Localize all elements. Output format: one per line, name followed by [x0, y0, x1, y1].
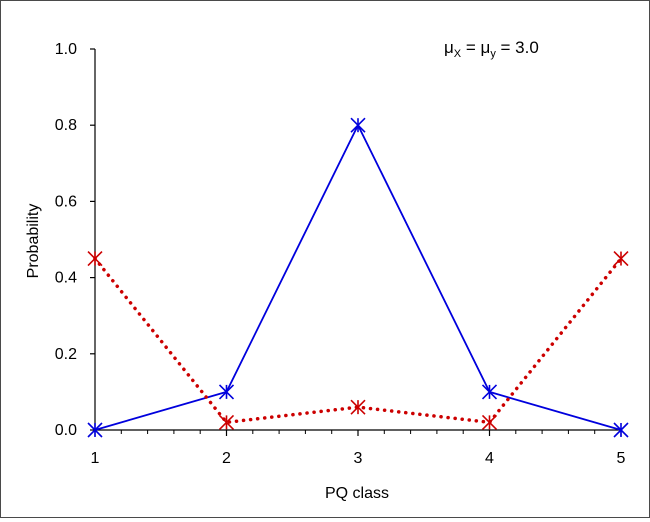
- x-tick-label: 4: [485, 450, 494, 467]
- data-point-series-2: [218, 414, 235, 430]
- data-point-series-2: [350, 399, 366, 415]
- y-tick-label: 0.6: [55, 193, 77, 210]
- mu-symbol: μ: [444, 38, 454, 57]
- y-tick-label: 0.4: [55, 270, 77, 287]
- series-line-1: [94, 124, 622, 431]
- mu-subscript-y: y: [490, 48, 496, 60]
- data-point-series-2: [613, 250, 629, 267]
- series-line-2: [93, 256, 623, 425]
- x-tick-label: 5: [617, 450, 626, 467]
- data-point-series-1: [218, 384, 235, 400]
- x-tick-label: 2: [222, 450, 231, 467]
- series-layer: [87, 117, 629, 438]
- data-point-series-1: [481, 384, 498, 400]
- y-tick-label: 0.0: [55, 422, 77, 439]
- data-point-series-1: [87, 422, 103, 438]
- y-tick-label: 0.8: [55, 117, 77, 134]
- y-tick-label: 1.0: [55, 41, 77, 58]
- x-tick-label: 3: [354, 450, 363, 467]
- data-point-series-2: [481, 414, 498, 430]
- data-point-series-2: [87, 250, 103, 267]
- mu-symbol-2: μ: [481, 38, 491, 57]
- y-axis-label: Probability: [25, 204, 42, 279]
- equals-one: =: [461, 38, 480, 57]
- data-point-series-1: [350, 117, 366, 133]
- x-tick-label: 1: [91, 450, 100, 467]
- axes: 0.0 0.2 0.4 0.6 0.8 1.0 1 2 3 4 5: [55, 41, 626, 467]
- x-axis-label: PQ class: [325, 485, 389, 502]
- y-tick-label: 0.2: [55, 346, 77, 363]
- data-point-series-1: [613, 422, 629, 438]
- mu-subscript-x: X: [454, 48, 462, 60]
- equals-value: = 3.0: [496, 38, 539, 57]
- mu-annotation: μX = μy = 3.0: [444, 38, 539, 60]
